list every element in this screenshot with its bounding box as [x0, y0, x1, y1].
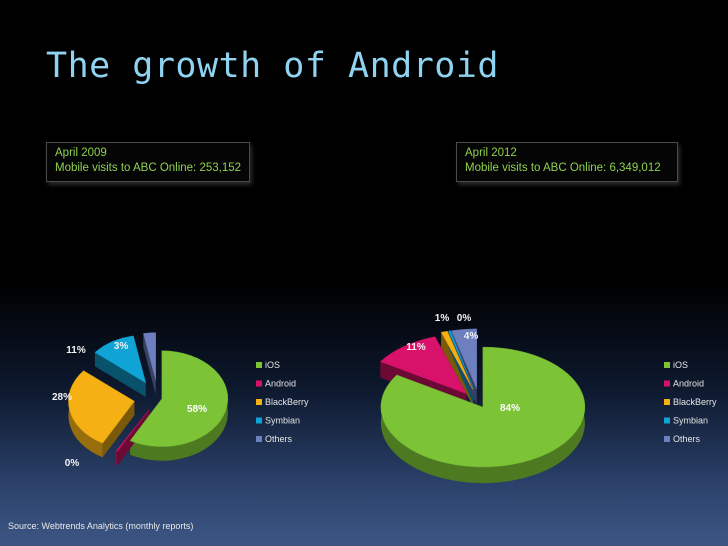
source-note: Source: Webtrends Analytics (monthly rep… — [8, 521, 194, 531]
legend-swatch-blackberry — [256, 399, 262, 405]
pie-slice-others — [143, 332, 156, 381]
data-label-android: 11% — [406, 342, 426, 353]
legend-swatch-blackberry — [664, 399, 670, 405]
legend-swatch-android — [256, 380, 262, 387]
data-label-symbian: 11% — [66, 345, 86, 356]
legend-label-ios: iOS — [265, 360, 280, 370]
legend-swatch-ios — [256, 362, 262, 368]
caption-visits: Mobile visits to ABC Online: 6,349,012 — [465, 162, 661, 174]
caption-date: April 2009 — [55, 147, 107, 159]
pie-slice-edge-blackberry — [441, 332, 473, 406]
pie-slice-ios — [129, 350, 229, 447]
caption-visits: Mobile visits to ABC Online: 253,152 — [55, 162, 242, 174]
legend-label-blackberry: BlackBerry — [265, 397, 309, 407]
data-label-others: 4% — [464, 331, 479, 342]
caption-april-2009: April 2009 Mobile visits to ABC Online: … — [46, 142, 250, 182]
slide-title: The growth of Android — [46, 46, 500, 86]
legend-label-symbian: Symbian — [673, 416, 708, 426]
pie-slice-blackberry — [440, 330, 473, 390]
pie-chart-2: 84% 11% 1% 0% 4% iOS Android BlackBerry Symbian O… — [379, 313, 717, 484]
pie-slice-ios — [380, 346, 586, 468]
pie-slice-symbian — [94, 335, 147, 384]
pie-slice-side-blackberry — [68, 370, 103, 458]
pie-slice-side-android — [116, 450, 118, 466]
pie-slice-others — [451, 328, 477, 389]
data-label-symbian: 0% — [457, 313, 472, 324]
data-label-blackberry: 28% — [52, 392, 72, 403]
legend-swatch-symbian — [664, 417, 670, 424]
pie-slice-blackberry — [68, 370, 135, 444]
legend-label-ios: iOS — [673, 360, 688, 370]
legend-swatch-symbian — [256, 417, 262, 424]
pie-slice-android — [115, 409, 150, 452]
legend-label-others: Others — [265, 434, 293, 444]
legend: iOS Android BlackBerry Symbian Others — [256, 360, 309, 444]
caption-date: April 2012 — [465, 147, 517, 159]
legend-swatch-others — [256, 436, 262, 442]
legend-label-symbian: Symbian — [265, 416, 300, 426]
legend-swatch-others — [664, 436, 670, 442]
legend: iOS Android BlackBerry Symbian Others — [664, 360, 717, 444]
legend-label-android: Android — [673, 379, 704, 389]
pie-slice-edge-symbian — [94, 352, 146, 397]
pie-slice-side-ios — [130, 350, 228, 461]
data-label-android: 0% — [65, 458, 80, 469]
data-label-ios: 58% — [187, 404, 207, 415]
data-label-others: 3% — [114, 341, 129, 352]
pie-slice-edge-blackberry — [102, 401, 135, 458]
legend-label-blackberry: BlackBerry — [673, 397, 717, 407]
legend-swatch-ios — [664, 362, 670, 368]
pie-slice-symbian — [448, 330, 475, 390]
legend-label-android: Android — [265, 379, 296, 389]
legend-label-others: Others — [673, 434, 701, 444]
pie-slice-edge-others — [143, 333, 156, 395]
caption-april-2012: April 2012 Mobile visits to ABC Online: … — [456, 142, 678, 182]
pie-chart-1: 58% 0% 28% 11% 3% iOS Android BlackBerry Symbian… — [52, 332, 309, 469]
pie-slice-android — [379, 336, 468, 395]
data-label-blackberry: 1% — [435, 313, 450, 324]
data-label-ios: 84% — [500, 403, 520, 414]
legend-swatch-android — [664, 380, 670, 387]
